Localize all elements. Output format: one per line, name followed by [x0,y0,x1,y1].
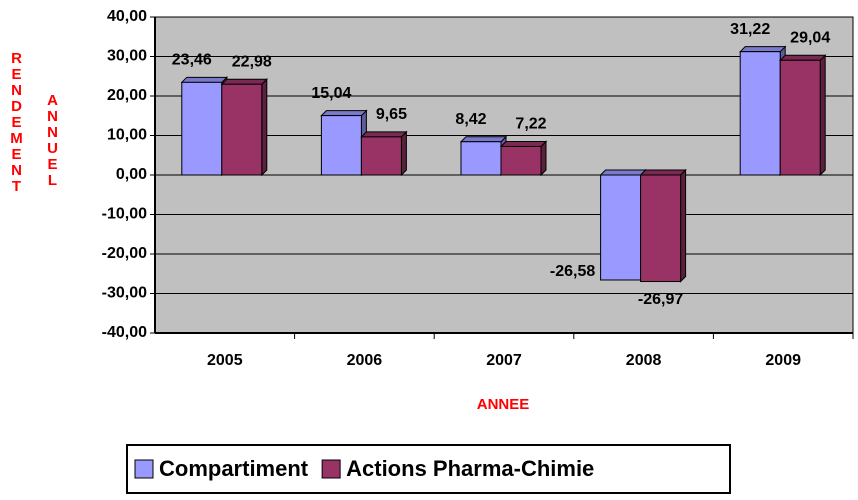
bar [181,81,223,176]
value-label: 31,22 [730,21,770,38]
legend-box [126,444,731,494]
bar [460,141,502,176]
y-tick-label: 0,00 [116,166,147,183]
legend-swatch [321,459,341,479]
bar-top [599,169,647,176]
value-label: 29,04 [790,30,830,47]
x-tick-label: 2005 [207,352,243,369]
value-label: -26,58 [550,263,595,280]
bar-top [639,169,687,176]
y-tick-label: -30,00 [102,285,147,302]
bar [320,115,362,176]
value-label: 7,22 [515,116,546,133]
legend-label: Actions Pharma-Chimie [346,456,594,481]
y-tick-label: -40,00 [102,324,147,341]
bar-top [360,131,408,138]
y-tick-label: 20,00 [107,87,147,104]
legend-label: Compartiment [159,456,309,481]
y-tick-label: 10,00 [107,127,147,144]
y-tick-label: 40,00 [107,8,147,25]
y-tick-label: -20,00 [102,245,147,262]
x-axis-label: ANNEE [477,396,530,413]
bar [221,83,263,176]
x-tick-label: 2007 [486,352,522,369]
bar [360,136,402,176]
bar-top [180,76,229,83]
bar-top [320,110,368,117]
bar-top [738,46,787,53]
x-tick-label: 2009 [765,352,801,369]
bar [640,174,682,283]
value-label: 23,46 [172,52,212,69]
value-label: 22,98 [232,53,272,70]
x-tick-label: 2006 [347,352,383,369]
bar-side [540,140,547,177]
bar-side [680,168,687,283]
bar-side [819,54,826,177]
bar-side [261,78,268,177]
legend-swatch [134,459,154,479]
y-tick-label: 30,00 [107,48,147,65]
bar-top [220,78,269,85]
y-axis-label: RENDEMENT [8,50,25,194]
bar-top [459,136,508,143]
value-label: 15,04 [311,85,351,102]
bar [500,145,542,176]
value-label: 8,42 [455,111,486,128]
bar [739,51,781,176]
bar-side [400,130,407,177]
bar [600,174,642,281]
value-label: 9,65 [376,106,407,123]
y-tick-label: -10,00 [102,206,147,223]
bar [779,59,821,176]
bar-top [778,54,827,61]
y-axis-label: ANNUEL [44,92,61,188]
x-tick-label: 2008 [626,352,662,369]
bar-top [499,140,548,147]
value-label: -26,97 [638,291,683,308]
